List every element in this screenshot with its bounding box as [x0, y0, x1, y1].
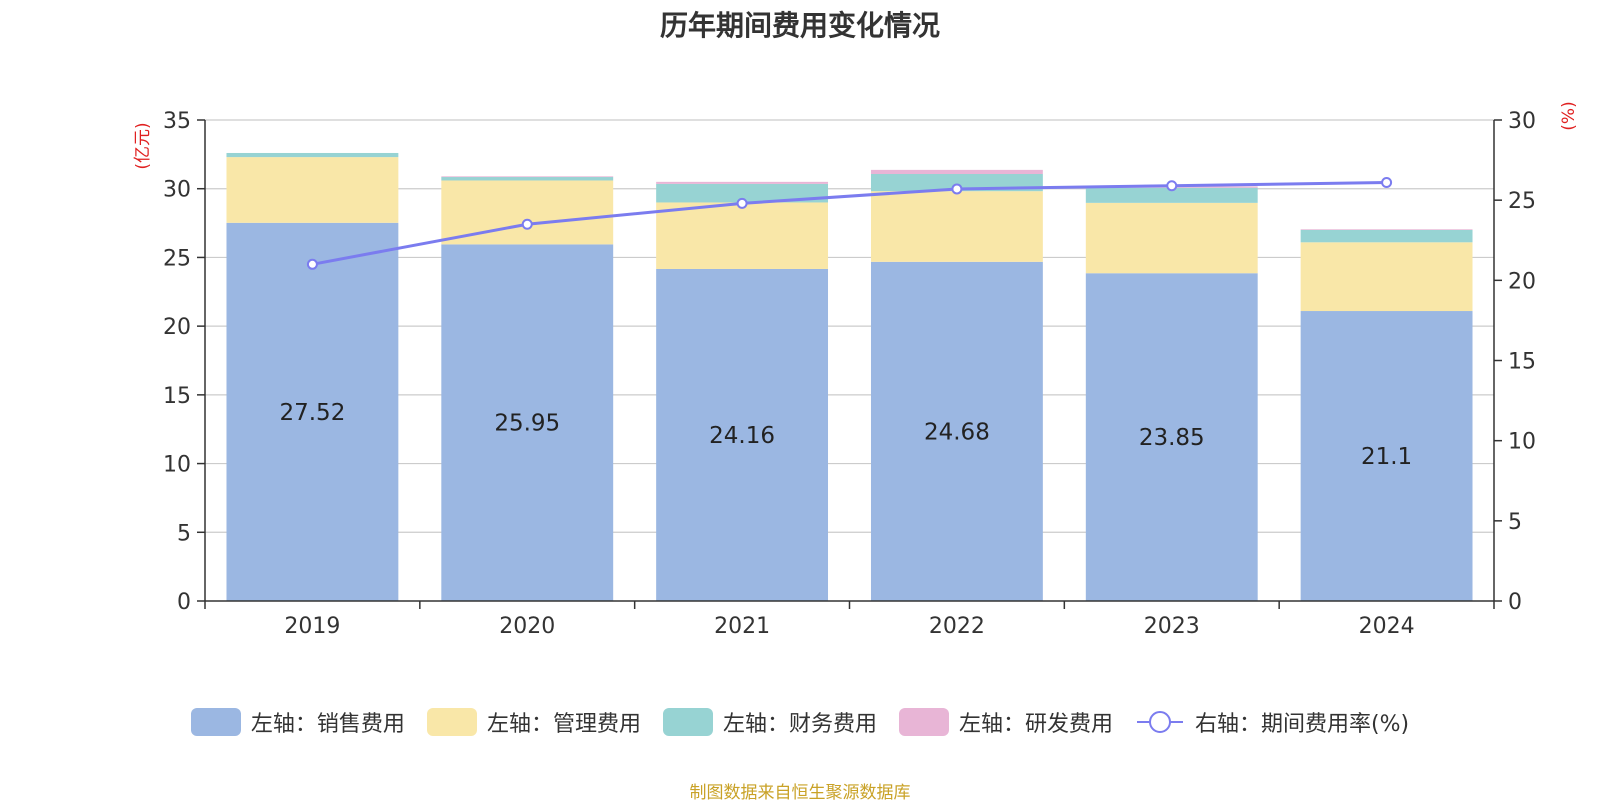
x-axis-tick-label: 2019	[284, 614, 340, 639]
chart-title: 历年期间费用变化情况	[659, 9, 940, 42]
source-note: 制图数据来自恒生聚源数据库	[689, 783, 911, 803]
bar-segment-4	[656, 181, 829, 184]
rate-line-point	[1381, 177, 1393, 189]
bar-segment-3	[441, 177, 614, 181]
rate-line-point	[306, 258, 318, 270]
bar-segment-4	[870, 169, 1043, 175]
bar-data-label: 24.68	[924, 419, 990, 445]
right-axis-unit-label: (%)	[1559, 101, 1579, 130]
bar-segment-3	[1300, 229, 1473, 243]
bar-segment-2	[226, 157, 399, 223]
rate-line-point	[951, 183, 963, 195]
legend-label: 左轴：管理费用	[486, 712, 641, 737]
data-labels: 27.52 25.95 24.16 24.68 23.85 21.1	[279, 400, 1412, 470]
rate-line	[306, 177, 1393, 270]
bar-segment-2	[656, 202, 829, 269]
bar-segment-3	[1085, 187, 1258, 203]
right-axis-tick-label: 10	[1508, 430, 1536, 455]
left-axis-tick-label: 30	[163, 178, 191, 203]
bar-segment-4	[441, 176, 614, 178]
rate-line-point	[736, 197, 748, 209]
bar-segment-1	[441, 244, 614, 601]
bar-segment-2	[870, 191, 1043, 262]
legend-swatch	[898, 708, 949, 736]
bar-segment-1	[870, 261, 1043, 601]
legend-item-1[interactable]: 左轴：销售费用	[190, 706, 405, 738]
bar-segment-3	[656, 183, 829, 203]
left-axis-tick-label: 35	[163, 109, 191, 134]
right-axis-tick-label: 5	[1508, 510, 1522, 535]
bar-segment-2	[1300, 242, 1473, 312]
x-axis-tick-label: 2022	[929, 614, 985, 639]
right-axis-tick-label: 30	[1508, 109, 1536, 134]
legend-line-marker-icon	[1136, 711, 1183, 733]
bar-segment-4	[1300, 229, 1473, 230]
rate-line-point	[521, 218, 533, 230]
x-axis-tick-label: 2023	[1144, 614, 1200, 639]
bar-data-label: 27.52	[279, 400, 345, 426]
bar-segment-3	[226, 152, 399, 158]
bar-segment-2	[1085, 202, 1258, 274]
left-axis-tick-label: 5	[177, 521, 191, 546]
legend-item-2[interactable]: 左轴：管理费用	[426, 706, 641, 738]
axes: 0 5 10 15 20 25 30 35 0 5 10 15 20 25 30 2019 2020 2021 20…	[133, 101, 1579, 639]
legend-swatch	[190, 708, 241, 736]
right-axis-tick-label: 25	[1508, 189, 1536, 214]
bar-data-label: 24.16	[709, 423, 775, 449]
legend-label: 左轴：销售费用	[250, 712, 405, 737]
x-axis-tick-label: 2021	[714, 614, 770, 639]
x-axis-tick-label: 2020	[499, 614, 555, 639]
bar-data-label: 23.85	[1139, 425, 1205, 451]
right-axis-tick-label: 0	[1508, 590, 1522, 615]
rate-line-path	[312, 181, 1387, 266]
legend-swatch	[662, 708, 713, 736]
bar-segment-1	[1085, 273, 1258, 601]
bar-segment-1	[1300, 311, 1473, 601]
right-axis-tick-label: 15	[1508, 350, 1536, 375]
left-axis-tick-label: 10	[163, 453, 191, 478]
bars	[226, 152, 1473, 601]
legend-label: 左轴：财务费用	[722, 712, 877, 737]
legend: 左轴：销售费用 左轴：管理费用 左轴：财务费用 左轴：研发费用 右轴：期间费用率(%)	[0, 706, 1600, 738]
bar-segment-1	[226, 222, 399, 601]
left-axis-tick-label: 25	[163, 246, 191, 271]
left-axis-tick-label: 20	[163, 315, 191, 340]
legend-swatch	[426, 708, 477, 736]
legend-item-line[interactable]: 右轴：期间费用率(%)	[1135, 706, 1409, 738]
x-axis-tick-label: 2024	[1359, 614, 1415, 639]
legend-label: 左轴：研发费用	[958, 712, 1113, 737]
left-axis-unit-label: (亿元)	[133, 122, 153, 169]
bar-data-label: 21.1	[1361, 444, 1412, 470]
legend-item-4[interactable]: 左轴：研发费用	[898, 706, 1113, 738]
bar-data-label: 25.95	[494, 411, 560, 437]
legend-label: 右轴：期间费用率(%)	[1194, 712, 1410, 737]
left-axis-tick-label: 0	[177, 590, 191, 615]
legend-line-circle	[1148, 711, 1171, 733]
legend-item-3[interactable]: 左轴：财务费用	[662, 706, 877, 738]
left-axis-tick-label: 15	[163, 384, 191, 409]
right-axis-tick-label: 20	[1508, 269, 1536, 294]
rate-line-point	[1166, 180, 1178, 192]
bar-segment-1	[656, 268, 829, 601]
grid-lines	[205, 119, 1494, 533]
